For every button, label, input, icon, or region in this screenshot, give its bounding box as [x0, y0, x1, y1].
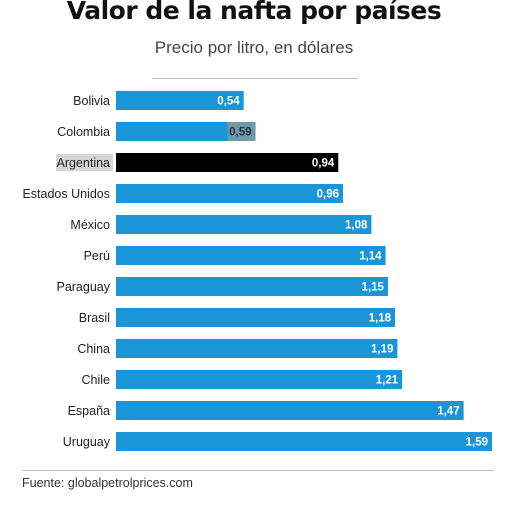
bar-uruguay	[116, 432, 492, 451]
chart-subtitle: Precio por litro, en dólares	[154, 38, 354, 57]
title-divider	[152, 78, 358, 79]
category-label-espana: España	[68, 404, 110, 418]
category-label-chile: Chile	[82, 373, 111, 387]
value-label-estados-unidos: 0,96	[317, 189, 339, 201]
value-label-china: 1,19	[371, 344, 393, 356]
value-label-mexico: 1,08	[345, 220, 368, 232]
bar-espana	[116, 401, 464, 420]
bar-peru	[116, 246, 386, 265]
bar-estados-unidos	[116, 184, 344, 203]
bar-argentina	[116, 153, 339, 172]
category-label-uruguay: Uruguay	[63, 435, 111, 449]
bar-mexico	[116, 215, 372, 234]
bar-bolivia	[116, 91, 244, 110]
highlight-label-background	[56, 154, 113, 171]
category-label-argentina: Argentina	[56, 156, 110, 170]
category-label-mexico: México	[70, 218, 110, 232]
value-label-uruguay: 1,59	[466, 437, 488, 449]
value-label-peru: 1,14	[359, 251, 382, 263]
footer-divider	[22, 470, 494, 471]
value-label-brasil: 1,18	[369, 313, 392, 325]
category-label-bolivia: Bolivia	[73, 94, 110, 108]
bar-paraguay	[116, 277, 388, 296]
category-label-estados-unidos: Estados Unidos	[22, 187, 110, 201]
source-note: Fuente: globalpetrolprices.com	[22, 476, 193, 490]
chart-title: Valor de la nafta por países	[66, 0, 442, 25]
bar-brasil	[116, 308, 396, 327]
category-label-brasil: Brasil	[79, 311, 110, 325]
value-label-colombia: 0,59	[229, 127, 251, 139]
category-label-paraguay: Paraguay	[56, 280, 110, 294]
value-label-bolivia: 0,54	[217, 96, 240, 108]
category-label-peru: Perú	[84, 249, 110, 263]
value-label-argentina: 0,94	[312, 158, 335, 170]
value-label-espana: 1,47	[437, 406, 459, 418]
value-label-background	[227, 122, 256, 141]
category-label-colombia: Colombia	[57, 125, 110, 139]
bar-chile	[116, 370, 403, 389]
value-label-paraguay: 1,15	[362, 282, 385, 294]
value-label-chile: 1,21	[376, 375, 399, 387]
bar-colombia	[116, 122, 256, 141]
category-label-china: China	[77, 342, 110, 356]
bar-china	[116, 339, 398, 358]
